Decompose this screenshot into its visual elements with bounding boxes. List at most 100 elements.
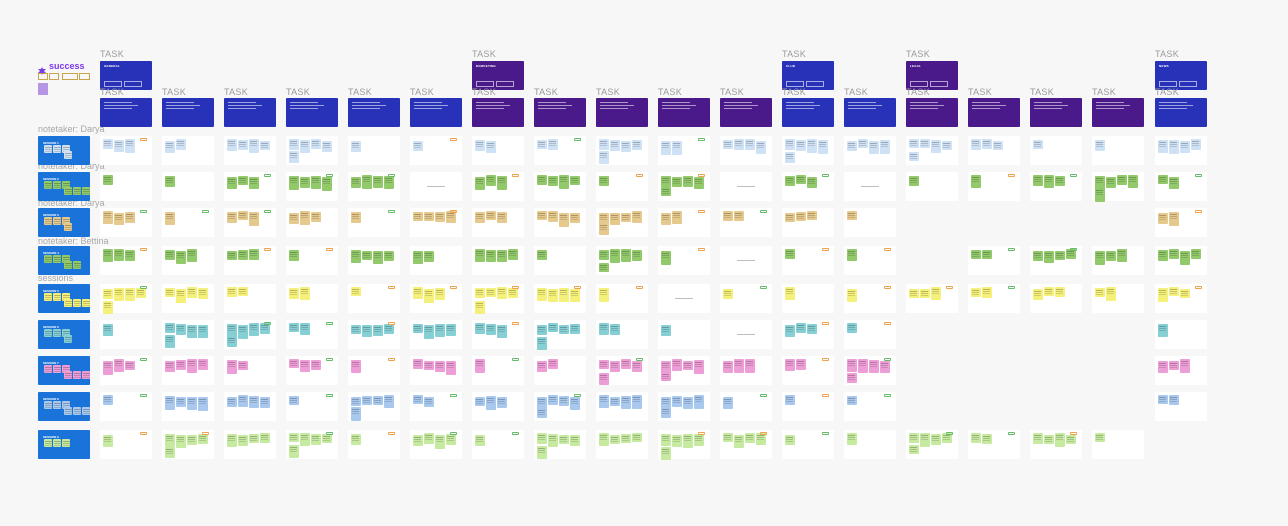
task-cell[interactable] <box>224 430 276 459</box>
task-cell[interactable] <box>348 430 400 459</box>
sticky-note[interactable] <box>165 288 175 297</box>
sticky-note[interactable] <box>373 325 383 336</box>
sticky-note[interactable] <box>537 288 547 301</box>
sticky-note[interactable] <box>435 288 445 300</box>
sticky-note[interactable] <box>249 249 259 260</box>
sticky-note[interactable] <box>289 288 299 299</box>
task-cell[interactable] <box>162 136 214 165</box>
task-cell[interactable] <box>1155 284 1207 313</box>
task-cell[interactable] <box>224 392 276 421</box>
sticky-note[interactable] <box>537 397 547 410</box>
sticky-note[interactable] <box>869 141 879 154</box>
task-cell[interactable] <box>968 430 1020 459</box>
task-column-card[interactable] <box>906 98 958 127</box>
sticky-note[interactable] <box>486 175 496 186</box>
task-cell[interactable] <box>1092 430 1144 459</box>
task-column-card[interactable] <box>968 98 1020 127</box>
sticky-note[interactable] <box>114 288 124 301</box>
sticky-note[interactable] <box>971 433 981 443</box>
task-header-button[interactable] <box>104 81 122 87</box>
task-column-card[interactable] <box>1092 98 1144 127</box>
sticky-note[interactable] <box>103 361 113 375</box>
sticky-note[interactable] <box>982 139 992 149</box>
task-column-card[interactable] <box>720 98 772 127</box>
task-cell[interactable] <box>1155 356 1207 385</box>
sticky-note[interactable] <box>847 249 857 261</box>
task-cell[interactable] <box>224 356 276 385</box>
task-cell[interactable] <box>100 392 152 421</box>
sticky-note[interactable] <box>1158 250 1168 261</box>
task-cell[interactable] <box>968 246 1020 275</box>
sticky-note[interactable] <box>785 435 795 445</box>
sticky-note[interactable] <box>599 373 609 385</box>
sticky-note[interactable] <box>537 325 547 335</box>
sticky-note[interactable] <box>599 395 609 408</box>
sticky-note[interactable] <box>424 289 434 303</box>
sticky-note[interactable] <box>723 289 733 299</box>
task-cell[interactable] <box>100 320 152 349</box>
sticky-note[interactable] <box>785 249 795 259</box>
sticky-note[interactable] <box>599 288 609 302</box>
sticky-note[interactable] <box>621 434 631 443</box>
sticky-note[interactable] <box>497 176 507 190</box>
sticky-note[interactable] <box>909 445 919 454</box>
sticky-note[interactable] <box>847 289 857 302</box>
task-cell[interactable] <box>348 246 400 275</box>
task-cell[interactable] <box>658 430 710 460</box>
sticky-note[interactable] <box>413 435 423 446</box>
sticky-note[interactable] <box>537 211 547 220</box>
task-cell[interactable] <box>720 172 772 201</box>
sticky-note[interactable] <box>187 249 197 262</box>
sticky-note[interactable] <box>475 301 485 314</box>
sticky-note[interactable] <box>475 359 485 373</box>
sticky-note[interactable] <box>982 434 992 444</box>
task-cell[interactable] <box>224 136 276 165</box>
sticky-note[interactable] <box>249 323 259 336</box>
sticky-note[interactable] <box>1169 361 1179 370</box>
task-cell[interactable] <box>100 172 152 201</box>
sticky-note[interactable] <box>187 325 197 338</box>
task-cell[interactable] <box>906 284 958 313</box>
task-cell[interactable] <box>162 392 214 421</box>
sticky-note[interactable] <box>661 251 671 265</box>
sticky-note[interactable] <box>1128 175 1138 188</box>
sticky-note[interactable] <box>165 335 175 348</box>
task-cell[interactable] <box>286 172 338 201</box>
sticky-note[interactable] <box>373 176 383 188</box>
sticky-note[interactable] <box>858 139 868 148</box>
sticky-note[interactable] <box>249 139 259 153</box>
sticky-note[interactable] <box>807 177 817 188</box>
sticky-note[interactable] <box>435 361 445 372</box>
sticky-note[interactable] <box>260 323 270 334</box>
sticky-note[interactable] <box>909 433 919 443</box>
sticky-note[interactable] <box>1180 289 1190 298</box>
sticky-note[interactable] <box>322 177 332 191</box>
sticky-note[interactable] <box>300 140 310 153</box>
sticky-note[interactable] <box>475 323 485 334</box>
sticky-note[interactable] <box>548 289 558 302</box>
sticky-note[interactable] <box>971 250 981 259</box>
task-cell[interactable] <box>1092 172 1144 202</box>
sticky-note[interactable] <box>1169 287 1179 296</box>
sticky-note[interactable] <box>165 434 175 447</box>
sticky-note[interactable] <box>599 433 609 446</box>
sticky-note[interactable] <box>661 176 671 187</box>
sticky-note[interactable] <box>1055 433 1065 447</box>
sticky-note[interactable] <box>311 434 321 445</box>
sticky-note[interactable] <box>351 212 361 223</box>
sticky-note[interactable] <box>548 434 558 447</box>
sticky-note[interactable] <box>289 250 299 261</box>
sticky-note[interactable] <box>114 359 124 372</box>
sticky-note[interactable] <box>599 176 609 186</box>
task-cell[interactable] <box>1092 284 1144 313</box>
sticky-note[interactable] <box>300 287 310 300</box>
sticky-note[interactable] <box>238 325 248 339</box>
task-column-card[interactable] <box>286 98 338 127</box>
sticky-note[interactable] <box>599 223 609 235</box>
sticky-note[interactable] <box>796 323 806 333</box>
task-cell[interactable] <box>720 284 772 313</box>
sticky-note[interactable] <box>475 212 485 223</box>
task-cell[interactable] <box>596 430 648 459</box>
sticky-note[interactable] <box>227 397 237 407</box>
sticky-note[interactable] <box>249 396 259 408</box>
